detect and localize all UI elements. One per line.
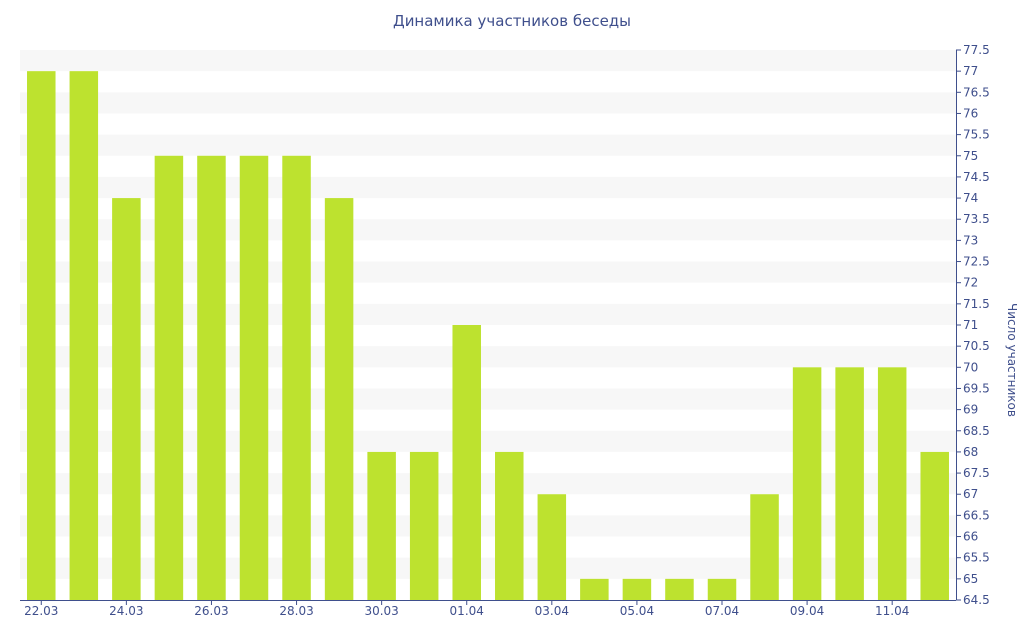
y-tick-label: 73.5 [963, 212, 990, 226]
y-tick-label: 75 [963, 149, 978, 163]
y-tick-label: 65 [963, 572, 978, 586]
bar [452, 325, 481, 600]
grid-band [20, 92, 956, 114]
y-tick-label: 76 [963, 106, 978, 120]
y-tick-label: 71.5 [963, 297, 990, 311]
bar [197, 155, 226, 600]
bar [622, 578, 652, 600]
y-tick-label: 69 [963, 403, 978, 417]
bar [750, 494, 779, 600]
y-tick-label: 76.5 [963, 85, 990, 99]
bar-series [27, 71, 949, 601]
bar [537, 494, 567, 600]
y-tick-label: 77.5 [963, 43, 990, 57]
bar [835, 367, 864, 600]
bar [920, 451, 949, 600]
x-axis-ticks: 22.03 24.03 26.03 28.03 30.03 01.04 03.04 05.04… [24, 600, 909, 618]
bar [112, 198, 141, 601]
y-tick-label: 68.5 [963, 424, 990, 438]
x-tick-label: 03.04 [535, 604, 569, 618]
bar [665, 578, 694, 600]
y-tick-label: 71 [963, 318, 978, 332]
chart-title: Динамика участников беседы [392, 12, 632, 30]
bar [707, 578, 737, 600]
x-tick-label: 05.04 [620, 604, 654, 618]
bar [792, 367, 822, 600]
bar [877, 367, 907, 600]
x-tick-label: 01.04 [450, 604, 484, 618]
y-tick-label: 77 [963, 64, 978, 78]
bar [69, 71, 99, 600]
bar [282, 155, 311, 600]
x-tick-label: 07.04 [705, 604, 739, 618]
bar [154, 155, 184, 600]
y-tick-label: 67 [963, 487, 978, 501]
y-tick-label: 65.5 [963, 551, 990, 565]
y-tick-label: 68 [963, 445, 978, 459]
y-tick-label: 72.5 [963, 255, 990, 269]
bar [367, 451, 396, 600]
grid-band [20, 50, 956, 72]
y-tick-label: 69.5 [963, 381, 990, 395]
bar [27, 71, 56, 600]
y-tick-label: 74.5 [963, 170, 990, 184]
x-tick-label: 24.03 [109, 604, 143, 618]
grid-band [20, 134, 956, 156]
x-tick-label: 11.04 [875, 604, 909, 618]
y-tick-label: 75.5 [963, 128, 990, 142]
bar [409, 451, 439, 600]
x-tick-label: 30.03 [364, 604, 398, 618]
y-axis-label: Число участников [1005, 303, 1019, 417]
x-tick-label: 22.03 [24, 604, 58, 618]
y-tick-label: 72 [963, 276, 978, 290]
bar [324, 198, 354, 601]
bar [495, 451, 524, 600]
y-axis-ticks: 64.5 65 65.5 66 66.5 67 67.5 68 68.5 69 69.5 70 70.5… [956, 43, 990, 607]
y-tick-label: 70.5 [963, 339, 990, 353]
y-tick-label: 66 [963, 530, 978, 544]
y-tick-label: 73 [963, 233, 978, 247]
bar [239, 155, 269, 600]
y-tick-label: 70 [963, 360, 978, 374]
x-tick-label: 26.03 [194, 604, 228, 618]
x-tick-label: 09.04 [790, 604, 824, 618]
y-tick-label: 67.5 [963, 466, 990, 480]
y-tick-label: 64.5 [963, 593, 990, 607]
y-tick-label: 74 [963, 191, 978, 205]
x-tick-label: 28.03 [279, 604, 313, 618]
bar [580, 578, 609, 600]
y-tick-label: 66.5 [963, 508, 990, 522]
